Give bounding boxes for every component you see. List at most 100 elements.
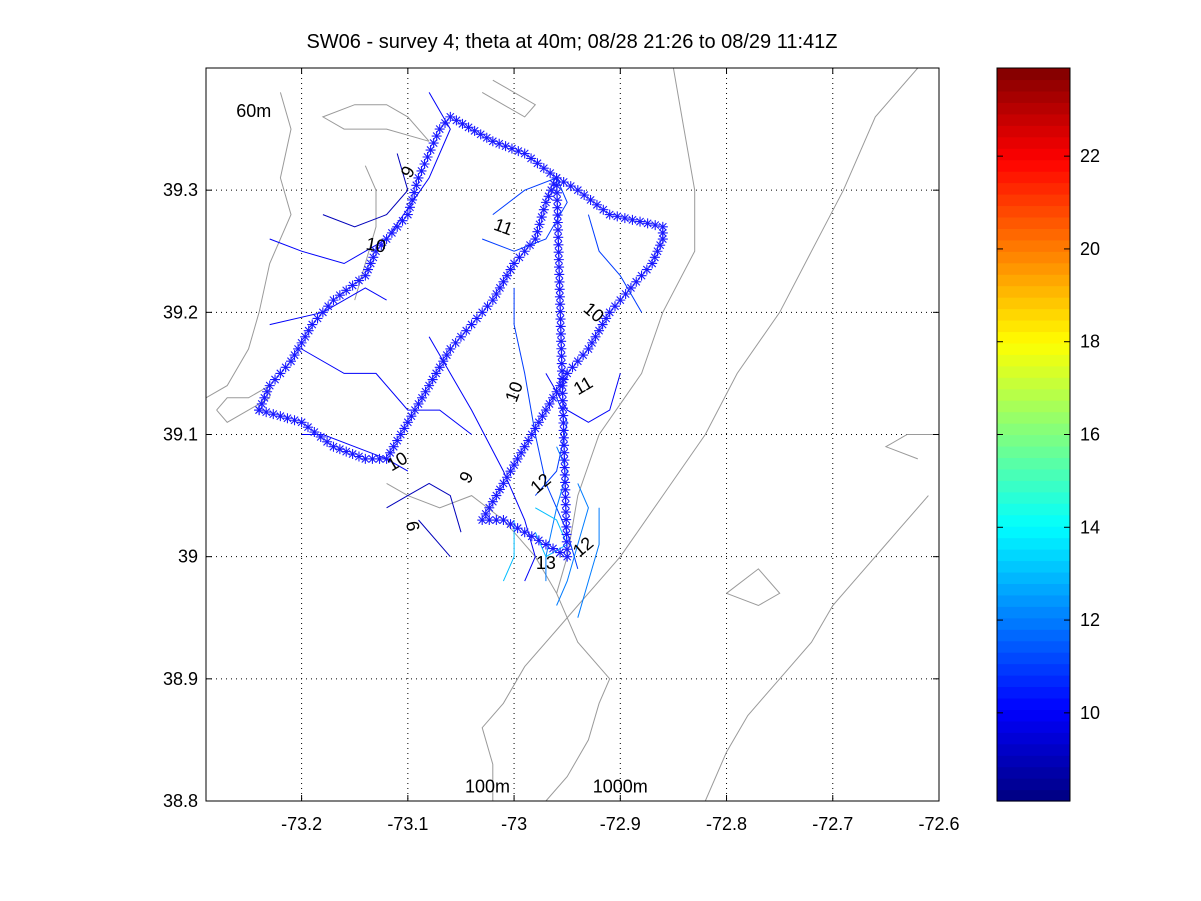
- track-marker: [554, 269, 565, 280]
- colorbar-segment: [997, 514, 1070, 527]
- track-marker: [561, 514, 572, 525]
- contour-line-12: [545, 446, 568, 582]
- colorbar-segment: [997, 68, 1070, 81]
- track-marker: [411, 180, 422, 191]
- track-marker: [552, 195, 563, 206]
- track-marker: [420, 386, 431, 397]
- track-marker: [553, 239, 564, 250]
- colorbar-segment: [997, 274, 1070, 287]
- track-marker: [285, 356, 296, 367]
- track-marker: [275, 411, 286, 422]
- colorbar-segment: [997, 423, 1070, 436]
- track-marker: [657, 227, 668, 238]
- track-marker: [650, 220, 661, 231]
- contour-line-11: [482, 177, 568, 252]
- track-marker: [431, 368, 442, 379]
- x-tick-label: -72.7: [812, 814, 853, 834]
- track-marker: [557, 373, 568, 384]
- track-marker: [551, 386, 562, 397]
- colorbar-segment: [997, 308, 1070, 321]
- track-marker: [641, 264, 652, 275]
- colorbar-segment: [997, 766, 1070, 779]
- track-marker: [525, 240, 536, 251]
- track-marker: [559, 447, 570, 458]
- track-marker: [558, 432, 569, 443]
- track-marker: [526, 531, 537, 542]
- colorbar: [996, 67, 1071, 802]
- track-marker: [526, 429, 537, 440]
- colorbar-segment: [997, 102, 1070, 115]
- track-marker: [557, 395, 568, 406]
- track-marker: [546, 185, 557, 196]
- colorbar-segment: [997, 503, 1070, 516]
- track-marker: [289, 415, 300, 426]
- track-marker: [347, 449, 358, 460]
- isobath-line: [481, 68, 919, 801]
- track-marker: [562, 551, 573, 562]
- track-marker: [328, 295, 339, 306]
- track-marker: [434, 362, 445, 373]
- colorbar-segment: [997, 445, 1070, 459]
- track-marker: [523, 435, 534, 446]
- track-marker: [625, 282, 636, 293]
- contour-line-10: [301, 434, 409, 472]
- x-tick-label: -72.6: [918, 814, 959, 834]
- track-marker: [652, 246, 663, 257]
- track-marker: [334, 444, 345, 455]
- track-marker: [491, 490, 502, 501]
- colorbar-segment: [997, 228, 1070, 241]
- track-marker: [427, 374, 438, 385]
- colorbar-segment: [997, 193, 1070, 207]
- colorbar-segment: [997, 136, 1070, 149]
- colorbar-segment: [997, 79, 1070, 92]
- track-marker: [347, 280, 358, 291]
- track-marker: [471, 313, 482, 324]
- contour-label: 9: [402, 519, 423, 532]
- colorbar-segment: [997, 365, 1070, 378]
- track-marker: [538, 204, 549, 215]
- track-marker: [413, 172, 424, 183]
- colorbar-ticks: 10 12 14 16 18 20 22: [997, 146, 1100, 723]
- track-marker: [558, 410, 569, 421]
- track-marker: [540, 197, 551, 208]
- track-marker: [561, 544, 572, 555]
- track-marker: [307, 319, 318, 330]
- track-marker: [552, 217, 563, 228]
- track-marker: [317, 307, 328, 318]
- track-marker: [565, 181, 576, 192]
- track-marker: [530, 234, 541, 245]
- colorbar-segment: [997, 629, 1070, 642]
- track-marker: [491, 289, 502, 300]
- track-marker: [422, 152, 433, 163]
- track-marker: [555, 299, 566, 310]
- track-marker: [559, 455, 570, 466]
- track-marker: [494, 282, 505, 293]
- track-marker: [609, 301, 620, 312]
- track-marker: [498, 276, 509, 287]
- colorbar-segment: [997, 583, 1070, 596]
- track-marker: [532, 226, 543, 237]
- isobath-label: 60m: [236, 101, 271, 121]
- track-marker: [548, 179, 559, 190]
- track-marker: [512, 523, 523, 534]
- track-marker: [553, 224, 564, 235]
- track-marker: [482, 301, 493, 312]
- colorbar-segment: [997, 182, 1070, 195]
- colorbar-segment: [997, 778, 1070, 791]
- track-marker: [514, 252, 525, 263]
- track-marker: [615, 295, 626, 306]
- colorbar-segment: [997, 640, 1070, 653]
- colorbar-segment: [997, 675, 1070, 688]
- track-marker: [553, 232, 564, 243]
- track-marker: [519, 527, 530, 538]
- track-marker: [370, 246, 381, 257]
- colorbar-segment: [997, 617, 1070, 630]
- colorbar-segment: [997, 480, 1070, 493]
- track-marker: [388, 441, 399, 452]
- track-marker: [487, 295, 498, 306]
- track-marker: [519, 246, 530, 257]
- track-marker: [367, 453, 378, 464]
- track-marker: [259, 392, 270, 403]
- track-marker: [498, 515, 509, 526]
- track-marker: [560, 477, 571, 488]
